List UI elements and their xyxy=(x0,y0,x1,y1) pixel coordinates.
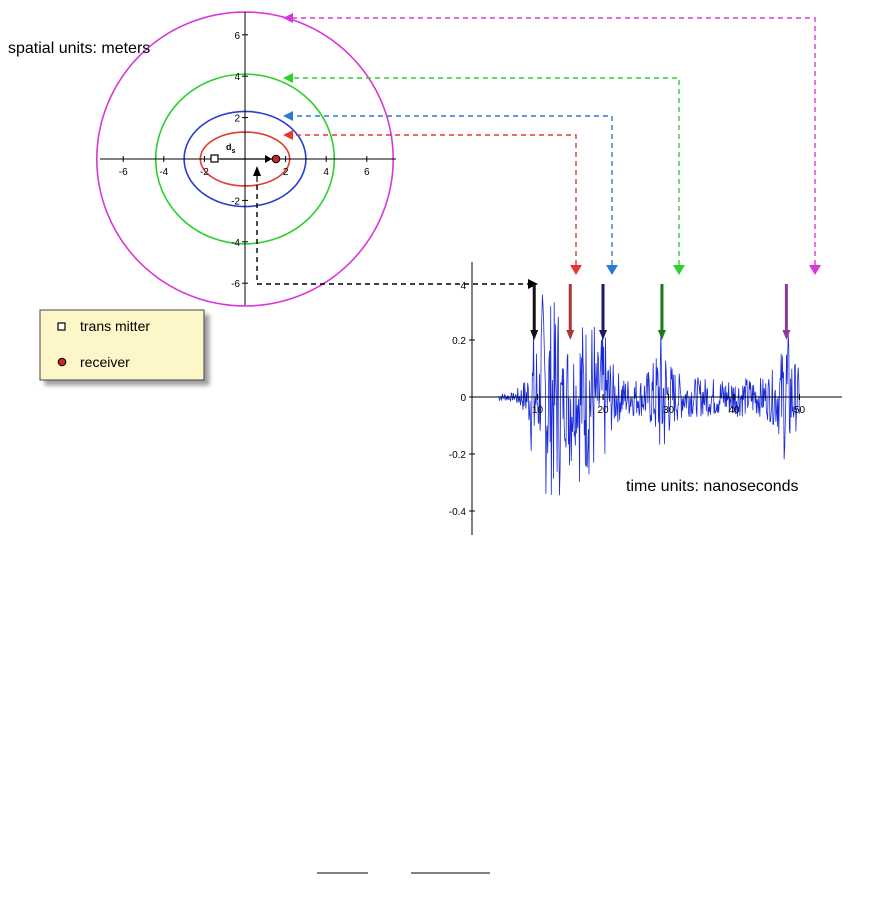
spatial-y-tick-label: -6 xyxy=(231,279,240,290)
connector-arrow-down-2 xyxy=(673,265,685,275)
connector-line-origin xyxy=(256,185,530,285)
connector-arrow-left-0 xyxy=(283,130,293,140)
spatial-x-tick-label: -4 xyxy=(159,167,168,178)
legend-receiver-icon xyxy=(57,357,67,367)
arrival-head-2 xyxy=(599,330,607,340)
receiver-marker xyxy=(271,154,281,164)
time-y-tick-label: 0.2 xyxy=(452,336,466,347)
time-units-label: time units: nanoseconds xyxy=(626,478,799,495)
time-y-tick-label: 0 xyxy=(460,393,466,404)
connector-arrow-left-3 xyxy=(283,13,293,23)
spatial-y-tick-label: -2 xyxy=(231,196,240,207)
time-y-tick-label: -0.2 xyxy=(449,450,467,461)
time-y-tick-label: -0.4 xyxy=(449,507,467,518)
connector-arrow-left-1 xyxy=(283,111,293,121)
spatial-y-tick-label: -4 xyxy=(231,238,240,249)
connector-arrow-down-3 xyxy=(809,265,821,275)
spatial-y-tick-label: 6 xyxy=(234,31,240,42)
spatial-x-tick-label: 6 xyxy=(364,167,370,178)
arrival-head-0 xyxy=(530,330,539,340)
time-x-tick-label: 10 xyxy=(532,405,544,416)
separation-label-sub: s xyxy=(232,148,236,155)
legend-transmitter-icon xyxy=(57,322,66,331)
signal-line xyxy=(497,294,800,496)
connector-line-2 xyxy=(291,77,680,265)
legend-box xyxy=(39,309,205,381)
origin-arrowhead xyxy=(253,166,261,176)
spatial-y-tick-label: 4 xyxy=(234,72,240,83)
spatial-y-tick-label: 2 xyxy=(234,114,240,125)
legend-transmitter-label: trans mitter xyxy=(80,318,150,334)
legend-receiver-label: receiver xyxy=(80,354,130,370)
connector-line-3 xyxy=(291,17,816,265)
signal-trace xyxy=(497,294,800,496)
arrival-marker-group xyxy=(530,284,791,340)
connector-arrow-down-1 xyxy=(606,265,618,275)
arrival-head-4 xyxy=(782,330,791,340)
separation-label: ds xyxy=(226,142,236,155)
connector-group xyxy=(256,13,821,289)
arrival-head-3 xyxy=(657,330,666,340)
spatial-x-tick-label: -6 xyxy=(119,167,128,178)
time-x-tick-label: 30 xyxy=(663,405,675,416)
spatial-tick-group: -6 -4 -2 2 4 6 6 4 2 -2 -4 -6 xyxy=(119,31,370,290)
time-y-tick-top: 4 xyxy=(460,281,466,292)
connector-line-1 xyxy=(291,115,613,265)
separation-arrowhead xyxy=(265,155,272,163)
time-series-chart: 10 20 30 40 50 0.2 0 -0.2 -0.4 4 time units: nano… xyxy=(449,262,842,535)
spatial-x-tick-label: 4 xyxy=(323,167,329,178)
time-x-tick-label: 20 xyxy=(597,405,609,416)
time-x-tick-label: 50 xyxy=(794,405,806,416)
connector-arrow-left-2 xyxy=(283,73,293,83)
spatial-plot: -6 -4 -2 2 4 6 6 4 2 -2 -4 -6 spatial units: meters… xyxy=(8,11,396,307)
spatial-x-tick-label: -2 xyxy=(200,167,209,178)
connector-line-0 xyxy=(291,134,577,265)
spatial-units-label: spatial units: meters xyxy=(8,40,150,57)
time-x-tick-label: 40 xyxy=(728,405,740,416)
transmitter-marker xyxy=(210,154,219,163)
separation-label-main: d xyxy=(226,142,232,152)
time-tick-group: 10 20 30 40 50 0.2 0 -0.2 -0.4 4 xyxy=(449,281,806,518)
spatial-x-tick-label: 2 xyxy=(283,167,289,178)
arrival-head-1 xyxy=(566,330,575,340)
legend: trans mitter receiver xyxy=(39,309,205,381)
connector-arrow-down-0 xyxy=(570,265,582,275)
